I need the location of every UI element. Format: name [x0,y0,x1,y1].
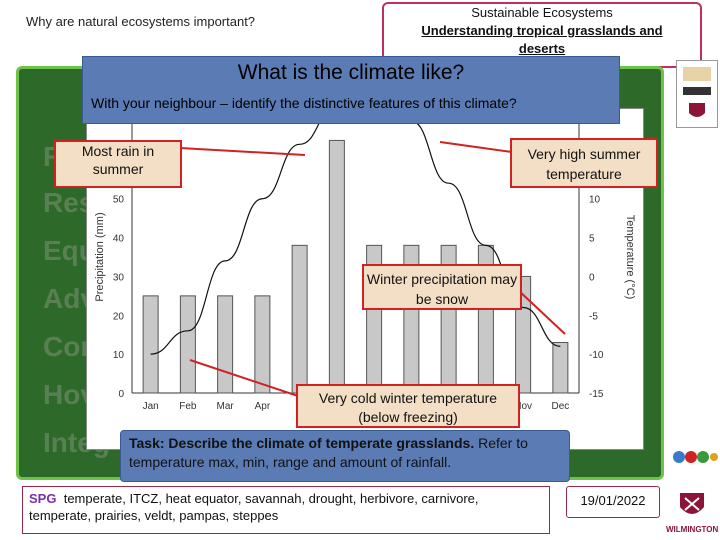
precip-bar [217,295,234,394]
y2-axis-label: Temperature (°C) [624,215,636,299]
climate-prompt: With your neighbour – identify the disti… [91,95,517,111]
callout-winter-precip: Winter precipitation may be snow [362,264,522,310]
x-tick-label: Apr [255,401,271,412]
x-tick-label: Jan [143,401,159,412]
y-tick-label: 40 [113,234,125,245]
arrow-rain [179,147,306,156]
y-tick-label: 0 [118,389,124,400]
partner-logo-graphic [673,451,718,463]
partner-dot-icon [685,451,697,463]
x-tick-label: Nov [514,401,532,412]
y2-tick-label: 10 [589,195,601,206]
badge-banner-icon [683,67,711,81]
date-badge: 19/01/2022 [566,486,660,518]
background-word: Res [43,187,95,218]
callout-winter-temp: Very cold winter temperature (below free… [296,384,520,428]
callout-summer-temp: Very high summer temperature [510,138,658,188]
lesson-subtitle-1: Understanding tropical grasslands and [421,23,663,38]
badge-text-bar-icon [683,87,711,95]
climate-heading: What is the climate like? [237,61,465,84]
y2-tick-label: -15 [589,389,604,400]
x-tick-label: Feb [179,401,197,412]
mindset-badge-graphic [683,67,711,117]
climate-heading-box: What is the climate like? With your neig… [82,56,620,124]
spg-keywords: temperate, ITCZ, heat equator, savannah,… [29,491,479,523]
page-question: Why are natural ecosystems important? [26,14,256,29]
y-tick-label: 30 [113,272,125,283]
badge-shield-icon [689,103,705,117]
school-crest-icon [680,493,704,514]
spg-label: SPG [29,491,57,506]
partner-dot-icon [710,453,718,461]
arrow-winter-temp [189,359,299,397]
y-tick-label: 10 [113,350,125,361]
y-tick-label: 50 [113,195,125,206]
task-box: Task: Describe the climate of temperate … [120,430,570,482]
precip-bar [254,295,271,394]
x-tick-label: Mar [217,401,235,412]
y2-tick-label: 5 [589,234,595,245]
y2-tick-label: 0 [589,272,595,283]
lesson-title: Sustainable Ecosystems [471,5,613,20]
partner-dot-icon [697,451,709,463]
callout-rain: Most rain in summer [54,140,182,188]
mindset-badge [676,60,718,128]
lesson-subtitle-2: deserts [518,41,566,56]
precip-bar [142,295,159,394]
partner-dot-icon [673,451,685,463]
task-label: Task: Describe the climate of temperate … [129,435,475,451]
school-logo: WILMINGTON [666,490,718,536]
y-tick-label: 20 [113,311,125,322]
spg-box: SPG temperate, ITCZ, heat equator, savan… [22,486,550,534]
x-tick-label: Dec [551,401,569,412]
partner-logo [672,448,718,466]
school-logo-text: WILMINGTON [666,525,719,534]
arrow-summer-temp [439,141,513,153]
task-text: Refer to temperature max, min, range and… [129,435,528,470]
precip-bar [179,295,196,394]
arrow-winter-precip [517,289,566,335]
y-axis-label: Precipitation (mm) [94,212,106,301]
y2-tick-label: -5 [589,311,598,322]
y2-tick-label: -10 [589,350,604,361]
precip-bar [552,341,569,394]
